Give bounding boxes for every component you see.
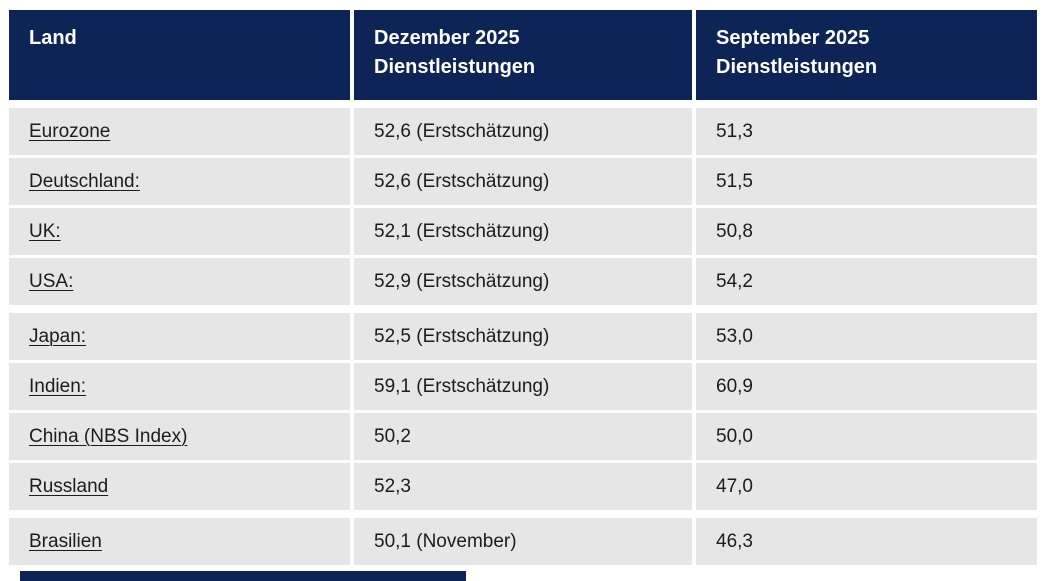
december-value-cell: 50,1 (November): [354, 518, 692, 565]
september-value-cell: 54,2: [696, 258, 1037, 305]
table-row-japan: Japan: 52,5 (Erstschätzung) 53,0: [9, 313, 1037, 360]
country-link-china[interactable]: China (NBS Index): [29, 425, 188, 447]
september-value-cell: 50,0: [696, 413, 1037, 460]
table-row-china: China (NBS Index) 50,2 50,0: [9, 413, 1037, 460]
december-value-cell: 52,5 (Erstschätzung): [354, 313, 692, 360]
december-value-cell: 52,1 (Erstschätzung): [354, 208, 692, 255]
country-link-eurozone[interactable]: Eurozone: [29, 120, 111, 142]
table-row-usa: USA: 52,9 (Erstschätzung) 54,2: [9, 258, 1037, 305]
pmi-services-table: Land Dezember 2025 Dienstleistungen Sept…: [9, 10, 1037, 565]
country-cell: Deutschland:: [9, 158, 350, 205]
table-row-indien: Indien: 59,1 (Erstschätzung) 60,9: [9, 363, 1037, 410]
table-header-row: Land Dezember 2025 Dienstleistungen Sept…: [9, 10, 1037, 100]
country-link-usa[interactable]: USA:: [29, 270, 74, 292]
september-value-cell: 51,5: [696, 158, 1037, 205]
table-row-deutschland: Deutschland: 52,6 (Erstschätzung) 51,5: [9, 158, 1037, 205]
december-value-cell: 59,1 (Erstschätzung): [354, 363, 692, 410]
country-cell: Indien:: [9, 363, 350, 410]
country-link-deutschland[interactable]: Deutschland:: [29, 170, 140, 192]
country-cell: China (NBS Index): [9, 413, 350, 460]
september-value-cell: 60,9: [696, 363, 1037, 410]
country-link-brasilien[interactable]: Brasilien: [29, 530, 102, 552]
next-section-partial-header-bar: [20, 571, 466, 581]
december-value-cell: 52,6 (Erstschätzung): [354, 108, 692, 155]
september-value-cell: 47,0: [696, 463, 1037, 510]
header-cell-september-services: September 2025 Dienstleistungen: [696, 10, 1037, 100]
table-row-brasilien: Brasilien 50,1 (November) 46,3: [9, 518, 1037, 565]
header-cell-december-services: Dezember 2025 Dienstleistungen: [354, 10, 692, 100]
country-link-uk[interactable]: UK:: [29, 220, 61, 242]
country-cell: USA:: [9, 258, 350, 305]
december-value-cell: 52,3: [354, 463, 692, 510]
country-cell: Russland: [9, 463, 350, 510]
header-cell-land: Land: [9, 10, 350, 100]
table-row-russland: Russland 52,3 47,0: [9, 463, 1037, 510]
country-cell: Japan:: [9, 313, 350, 360]
country-cell: Eurozone: [9, 108, 350, 155]
country-link-japan[interactable]: Japan:: [29, 325, 87, 347]
country-cell: UK:: [9, 208, 350, 255]
table-row-eurozone: Eurozone 52,6 (Erstschätzung) 51,3: [9, 108, 1037, 155]
country-cell: Brasilien: [9, 518, 350, 565]
september-value-cell: 50,8: [696, 208, 1037, 255]
country-link-russland[interactable]: Russland: [29, 475, 109, 497]
country-link-indien[interactable]: Indien:: [29, 375, 87, 397]
september-value-cell: 51,3: [696, 108, 1037, 155]
december-value-cell: 50,2: [354, 413, 692, 460]
table-row-uk: UK: 52,1 (Erstschätzung) 50,8: [9, 208, 1037, 255]
december-value-cell: 52,9 (Erstschätzung): [354, 258, 692, 305]
september-value-cell: 53,0: [696, 313, 1037, 360]
december-value-cell: 52,6 (Erstschätzung): [354, 158, 692, 205]
september-value-cell: 46,3: [696, 518, 1037, 565]
